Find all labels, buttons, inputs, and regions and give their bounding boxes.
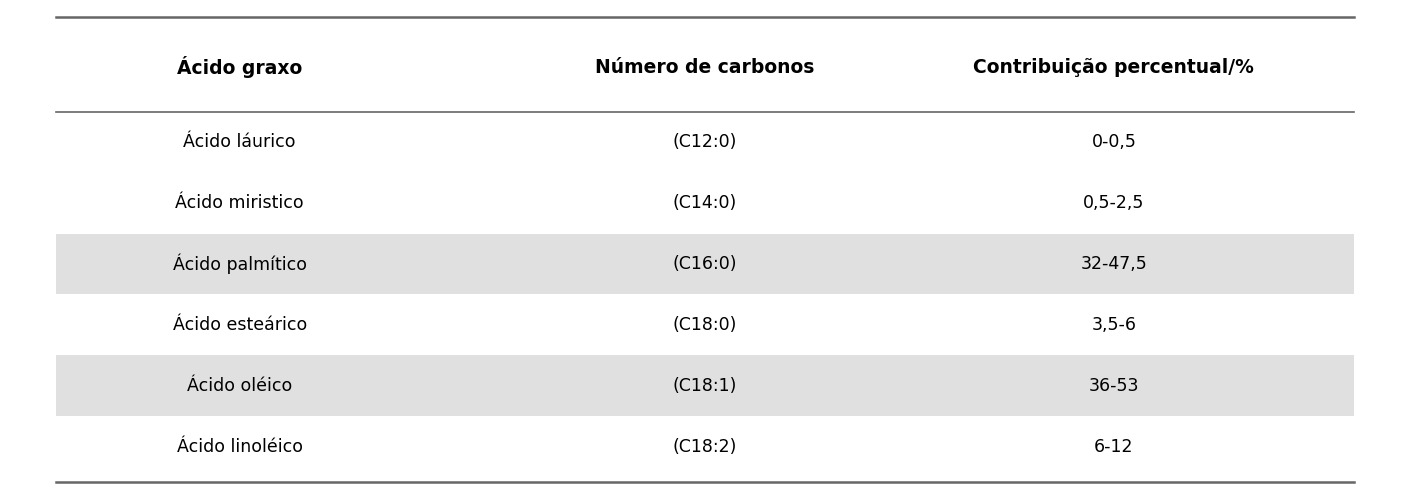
Text: 0-0,5: 0-0,5 [1091, 133, 1136, 151]
Bar [56, 234, 1354, 294]
Text: Número de carbonos: Número de carbonos [595, 58, 815, 77]
Text: (C14:0): (C14:0) [673, 194, 737, 212]
Text: Ácido palmítico: Ácido palmítico [172, 253, 307, 274]
Text: 36-53: 36-53 [1089, 377, 1139, 395]
Text: Ácido graxo: Ácido graxo [178, 56, 302, 78]
Text: 0,5-2,5: 0,5-2,5 [1083, 194, 1145, 212]
Text: 32-47,5: 32-47,5 [1080, 255, 1148, 273]
Text: Contribuição percentual/%: Contribuição percentual/% [973, 58, 1255, 77]
Text: Ácido láurico: Ácido láurico [183, 133, 296, 151]
Text: (C18:2): (C18:2) [673, 438, 737, 456]
Text: (C18:1): (C18:1) [673, 377, 737, 395]
Text: 6-12: 6-12 [1094, 438, 1134, 456]
Text: (C16:0): (C16:0) [673, 255, 737, 273]
Text: Ácido linoléico: Ácido linoléico [176, 438, 303, 456]
Text: Ácido miristico: Ácido miristico [175, 194, 305, 212]
Text: 3,5-6: 3,5-6 [1091, 316, 1136, 334]
Bar [56, 355, 1354, 416]
Text: Ácido oléico: Ácido oléico [188, 377, 292, 395]
Text: (C18:0): (C18:0) [673, 316, 737, 334]
Text: (C12:0): (C12:0) [673, 133, 737, 151]
Text: Ácido esteárico: Ácido esteárico [172, 316, 307, 334]
